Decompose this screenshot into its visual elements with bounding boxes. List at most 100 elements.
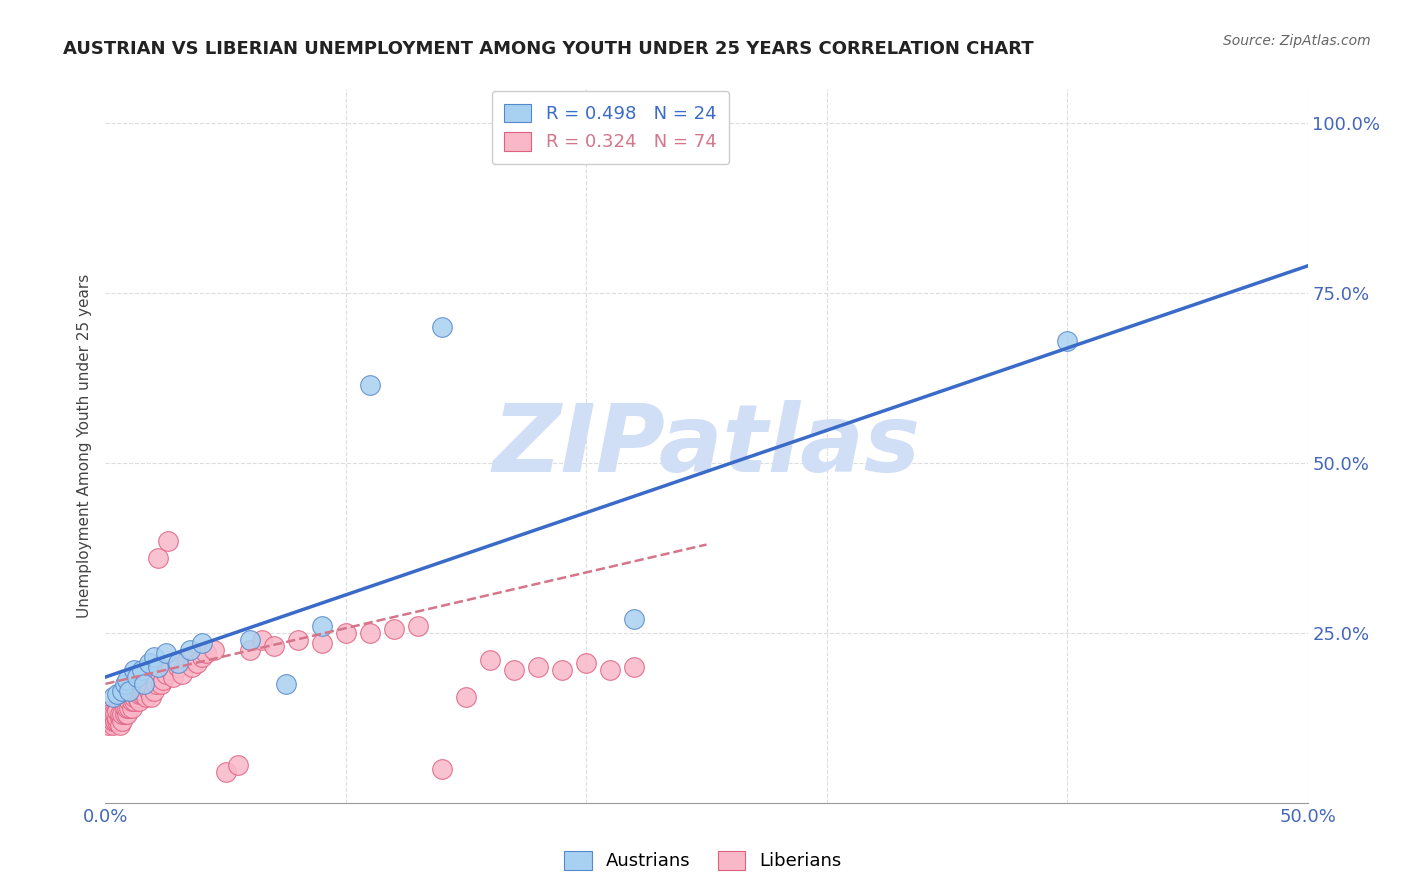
Point bbox=[107, 711, 129, 725]
Point bbox=[107, 687, 129, 701]
Point bbox=[156, 534, 179, 549]
Legend: Austrians, Liberians: Austrians, Liberians bbox=[557, 844, 849, 878]
Point bbox=[131, 683, 153, 698]
Point bbox=[575, 657, 598, 671]
Point bbox=[195, 646, 218, 660]
Point bbox=[108, 711, 131, 725]
Point bbox=[101, 707, 124, 722]
Point bbox=[406, 619, 429, 633]
Point bbox=[155, 646, 177, 660]
Point bbox=[155, 666, 177, 681]
Point bbox=[454, 690, 477, 705]
Point bbox=[128, 687, 150, 701]
Point bbox=[551, 663, 574, 677]
Point bbox=[121, 694, 143, 708]
Point bbox=[239, 643, 262, 657]
Point bbox=[162, 670, 184, 684]
Point bbox=[121, 700, 143, 714]
Point bbox=[503, 663, 526, 677]
Point bbox=[176, 653, 198, 667]
Point bbox=[114, 700, 136, 714]
Point bbox=[250, 632, 273, 647]
Point bbox=[152, 673, 174, 688]
Point bbox=[108, 717, 131, 731]
Point bbox=[239, 632, 262, 647]
Point bbox=[135, 690, 157, 705]
Point bbox=[359, 626, 381, 640]
Point bbox=[131, 687, 153, 701]
Point bbox=[97, 717, 120, 731]
Point bbox=[274, 677, 297, 691]
Point bbox=[186, 657, 208, 671]
Point bbox=[107, 714, 129, 729]
Point bbox=[111, 683, 134, 698]
Point bbox=[98, 707, 121, 722]
Point bbox=[145, 677, 167, 691]
Point bbox=[311, 636, 333, 650]
Point bbox=[214, 765, 236, 780]
Point bbox=[108, 707, 131, 722]
Point bbox=[124, 690, 146, 705]
Point bbox=[190, 649, 212, 664]
Point bbox=[101, 717, 124, 731]
Point bbox=[335, 626, 357, 640]
Point bbox=[623, 612, 645, 626]
Point bbox=[226, 758, 249, 772]
Point bbox=[287, 632, 309, 647]
Point bbox=[430, 320, 453, 334]
Point bbox=[115, 707, 138, 722]
Point bbox=[104, 707, 127, 722]
Point bbox=[101, 714, 124, 729]
Point bbox=[118, 694, 141, 708]
Point bbox=[263, 640, 285, 654]
Point bbox=[1056, 334, 1078, 348]
Point bbox=[139, 690, 162, 705]
Point bbox=[190, 636, 212, 650]
Point bbox=[149, 677, 172, 691]
Legend: R = 0.498   N = 24, R = 0.324   N = 74: R = 0.498 N = 24, R = 0.324 N = 74 bbox=[492, 91, 730, 164]
Point bbox=[181, 660, 204, 674]
Y-axis label: Unemployment Among Youth under 25 years: Unemployment Among Youth under 25 years bbox=[76, 274, 91, 618]
Point bbox=[125, 690, 148, 705]
Point bbox=[124, 663, 146, 677]
Point bbox=[142, 683, 165, 698]
Point bbox=[166, 660, 188, 674]
Point bbox=[97, 704, 120, 718]
Point bbox=[382, 623, 405, 637]
Point bbox=[115, 673, 138, 688]
Point bbox=[114, 677, 136, 691]
Text: Source: ZipAtlas.com: Source: ZipAtlas.com bbox=[1223, 34, 1371, 48]
Point bbox=[115, 700, 138, 714]
Point bbox=[138, 657, 160, 671]
Text: ZIPatlas: ZIPatlas bbox=[492, 400, 921, 492]
Point bbox=[599, 663, 621, 677]
Point bbox=[311, 619, 333, 633]
Point bbox=[104, 714, 127, 729]
Point bbox=[101, 690, 124, 705]
Point bbox=[124, 694, 146, 708]
Point bbox=[98, 714, 121, 729]
Point bbox=[142, 649, 165, 664]
Point bbox=[159, 663, 181, 677]
Point bbox=[148, 551, 170, 566]
Point bbox=[131, 663, 153, 677]
Point bbox=[132, 677, 155, 691]
Point bbox=[359, 377, 381, 392]
Point bbox=[125, 670, 148, 684]
Text: AUSTRIAN VS LIBERIAN UNEMPLOYMENT AMONG YOUTH UNDER 25 YEARS CORRELATION CHART: AUSTRIAN VS LIBERIAN UNEMPLOYMENT AMONG … bbox=[63, 40, 1033, 58]
Point bbox=[111, 707, 134, 722]
Point bbox=[430, 762, 453, 776]
Point bbox=[128, 694, 150, 708]
Point bbox=[118, 700, 141, 714]
Point bbox=[148, 660, 170, 674]
Point bbox=[118, 683, 141, 698]
Point bbox=[623, 660, 645, 674]
Point bbox=[179, 643, 201, 657]
Point bbox=[132, 683, 155, 698]
Point bbox=[172, 666, 194, 681]
Point bbox=[202, 643, 225, 657]
Point bbox=[527, 660, 550, 674]
Point bbox=[138, 683, 160, 698]
Point bbox=[114, 707, 136, 722]
Point bbox=[111, 714, 134, 729]
